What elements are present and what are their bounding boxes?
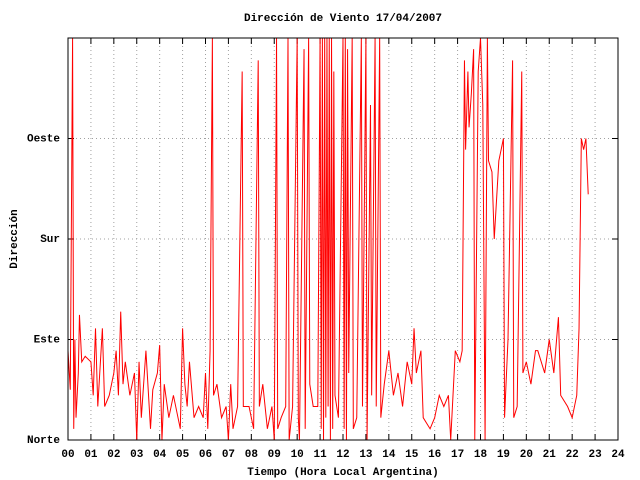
x-tick-label: 01: [84, 449, 98, 461]
x-tick-label: 03: [130, 449, 144, 461]
x-tick-label: 02: [107, 449, 120, 461]
x-tick-label: 13: [359, 449, 373, 461]
x-tick-label: 21: [543, 449, 557, 461]
chart-title: Dirección de Viento 17/04/2007: [244, 13, 442, 25]
x-tick-label: 12: [336, 449, 349, 461]
x-axis-label: Tiempo (Hora Local Argentina): [247, 467, 438, 479]
x-tick-label: 11: [313, 449, 327, 461]
x-tick-label: 16: [428, 449, 441, 461]
x-tick-label: 20: [520, 449, 533, 461]
x-tick-label: 15: [405, 449, 419, 461]
x-tick-label: 23: [588, 449, 602, 461]
x-tick-label: 24: [611, 449, 625, 461]
x-tick-label: 17: [451, 449, 464, 461]
x-tick-label: 07: [222, 449, 235, 461]
y-tick-label: Oeste: [27, 133, 60, 145]
x-tick-label: 10: [291, 449, 304, 461]
x-tick-label: 19: [497, 449, 510, 461]
y-tick-label: Este: [34, 334, 61, 346]
plot-border: [67, 37, 619, 441]
x-tick-label: 22: [566, 449, 579, 461]
x-tick-label: 09: [268, 449, 281, 461]
x-tick-label: 05: [176, 449, 190, 461]
x-tick-label: 18: [474, 449, 488, 461]
x-tick-label: 06: [199, 449, 212, 461]
y-tick-label: Norte: [27, 435, 60, 447]
x-tick-label: 00: [61, 449, 74, 461]
y-axis-label: Dirección: [9, 209, 21, 268]
x-tick-label: 08: [245, 449, 259, 461]
y-tick-label: Sur: [40, 234, 60, 246]
x-tick-label: 04: [153, 449, 167, 461]
x-tick-label: 14: [382, 449, 396, 461]
